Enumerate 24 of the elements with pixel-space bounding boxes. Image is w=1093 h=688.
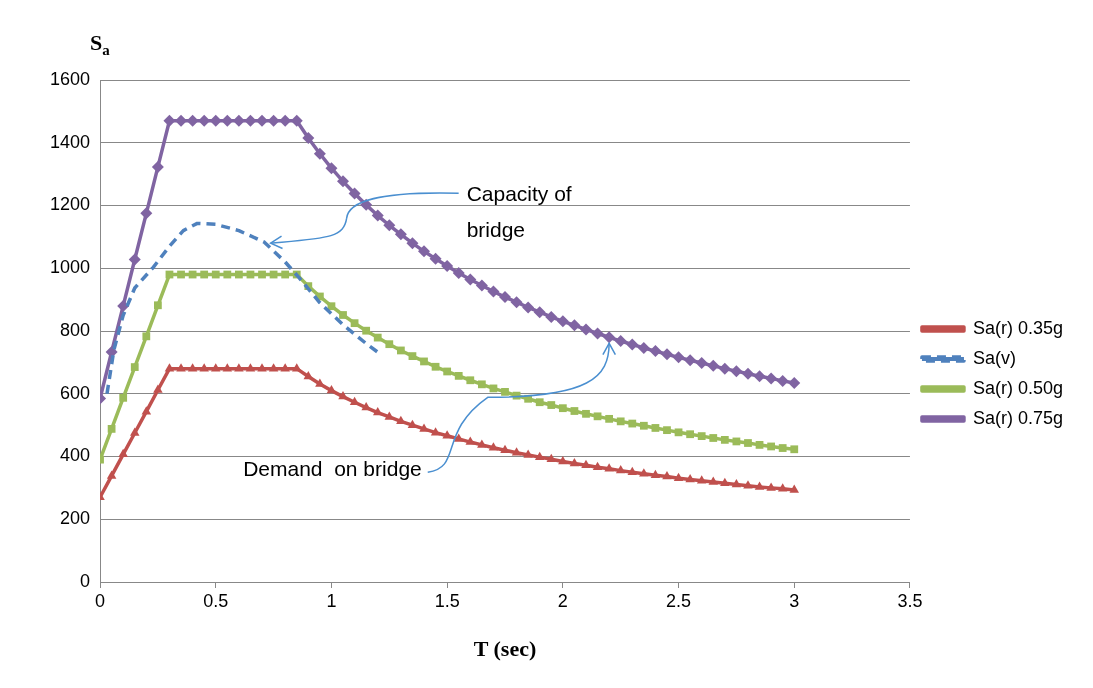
legend-label: Sa(r) 0.35g [972, 317, 1063, 338]
x-tick-label: 3 [789, 590, 800, 611]
y-tick-label: 0 [80, 570, 91, 591]
y-tick-label: 1400 [50, 131, 91, 152]
x-tick-label: 0 [95, 590, 106, 611]
x-tick-label: 3.5 [897, 590, 923, 611]
y-tick-label: 400 [60, 445, 91, 466]
annotation: Capacity of bridge [466, 181, 572, 241]
x-tick-label: 2.5 [666, 590, 692, 611]
legend-label: Sa(v) [972, 347, 1016, 368]
annotation: Demand on bridge [243, 457, 422, 481]
y-tick-label: 1000 [50, 257, 91, 278]
x-tick-label: 1 [326, 590, 337, 611]
y-tick-label: 1600 [50, 68, 91, 89]
legend-label: Sa(r) 0.50g [972, 377, 1063, 398]
y-tick-label: 800 [60, 319, 91, 340]
y-tick-label: 200 [60, 508, 91, 529]
y-tick-label: 600 [60, 382, 91, 403]
x-tick-label: 0.5 [203, 590, 229, 611]
x-axis-title: T (sec) [473, 636, 537, 662]
x-tick-label: 1.5 [434, 590, 460, 611]
y-tick-label: 1200 [50, 194, 91, 215]
legend-label: Sa(r) 0.75g [972, 407, 1063, 428]
x-tick-label: 2 [557, 590, 568, 611]
